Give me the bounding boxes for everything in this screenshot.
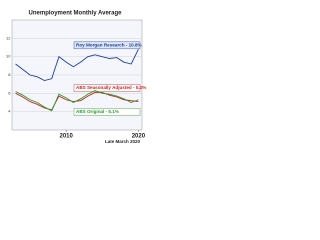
y-tick-label: 10 (6, 54, 11, 59)
chart-title: Unemployment Monthly Average (29, 11, 123, 17)
legend-box (73, 84, 141, 92)
y-tick-label: 4 (8, 109, 11, 114)
y-tick-label: 6 (8, 90, 11, 95)
legend-label: ABS Seasonally Adjusted - 5.1% (76, 85, 146, 90)
legend-box (73, 108, 141, 116)
x-tick-label: 2020 (132, 134, 146, 140)
y-tick-label: 12 (6, 35, 11, 40)
legend-label: ABS Original - 5.1% (76, 109, 119, 114)
annotation: Late March 2020 (105, 139, 141, 144)
series-line (15, 49, 139, 81)
legend-label: Roy Morgan Research - 10.8% (76, 43, 142, 48)
legend-box (73, 41, 141, 50)
series-line (15, 90, 139, 112)
x-tick-label: 2010 (59, 134, 73, 140)
y-tick-label: 8 (8, 72, 11, 77)
chart: Unemployment Monthly Average 4 6 8 10 12 2010… (0, 0, 150, 150)
